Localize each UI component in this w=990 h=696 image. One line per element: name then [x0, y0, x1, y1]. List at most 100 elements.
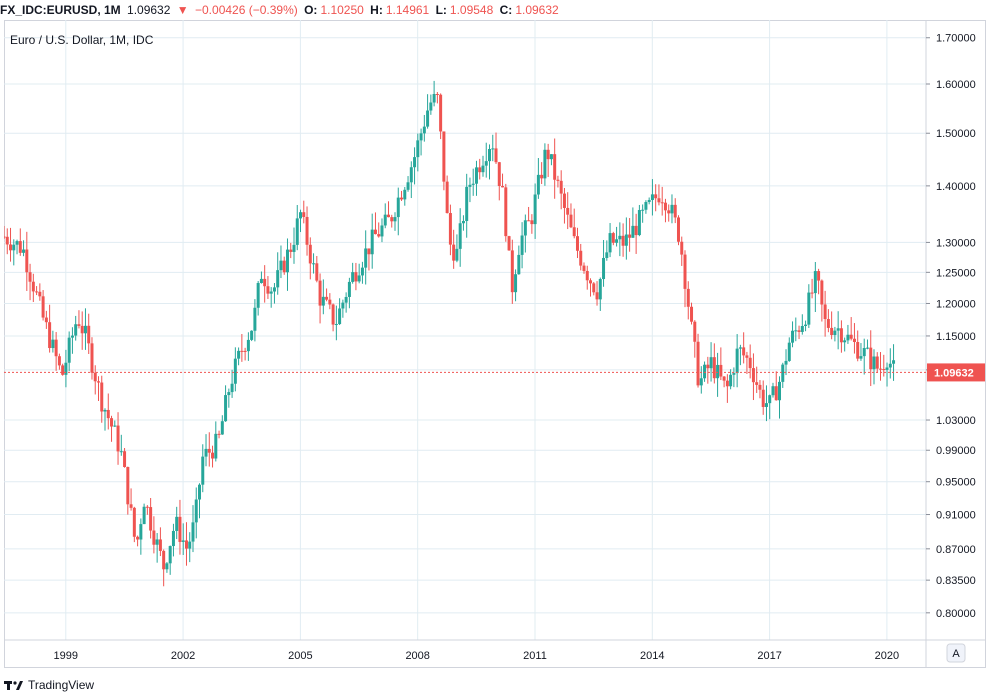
- candle-body: [624, 234, 628, 246]
- candle-body: [474, 167, 478, 184]
- candle-body: [699, 378, 703, 386]
- candle-body: [830, 327, 834, 336]
- candle-body: [813, 271, 817, 294]
- candle-body: [31, 281, 35, 292]
- time-tick-label: 2017: [757, 650, 781, 662]
- candle-body: [74, 324, 78, 336]
- candle-body: [305, 216, 309, 245]
- candle-body: [220, 421, 224, 435]
- candle-body: [781, 364, 785, 382]
- time-tick-label: 2002: [171, 650, 195, 662]
- candles-group: [2, 80, 896, 587]
- candle-body: [562, 193, 566, 208]
- candle-body: [214, 433, 218, 459]
- candle-body: [331, 304, 335, 325]
- candle-body: [253, 307, 257, 331]
- candle-body: [807, 292, 811, 325]
- candle-body: [875, 356, 879, 369]
- candle-body: [181, 540, 185, 542]
- candle-body: [413, 157, 417, 168]
- candle-body: [869, 347, 873, 370]
- chart-border: [4, 20, 986, 668]
- candle-body: [302, 212, 306, 217]
- candle-body: [416, 140, 420, 158]
- price-tick-label: 0.87000: [936, 544, 976, 556]
- candle-body: [823, 304, 827, 320]
- candle-body: [191, 522, 195, 542]
- candle-body: [132, 507, 136, 537]
- candle-body: [204, 448, 208, 457]
- candle-body: [491, 148, 495, 150]
- candle-body: [370, 229, 374, 255]
- candle-body: [126, 466, 130, 505]
- candle-body: [504, 187, 508, 237]
- candle-body: [198, 484, 202, 500]
- candle-body: [233, 358, 237, 384]
- candle-body: [41, 296, 45, 318]
- candle-body: [585, 270, 589, 281]
- candle-body: [862, 348, 866, 357]
- symbol-label[interactable]: FX_IDC:EURUSD, 1M: [0, 3, 121, 17]
- candle-body: [93, 372, 97, 382]
- candle-body: [530, 220, 534, 225]
- candle-body: [566, 207, 570, 215]
- auto-scale-label: A: [952, 648, 960, 660]
- candle-body: [468, 184, 472, 187]
- candle-body: [706, 364, 710, 369]
- candle-body: [481, 165, 485, 173]
- candle-body: [116, 425, 120, 452]
- brand-name[interactable]: TradingView: [28, 678, 95, 692]
- candle-body: [67, 337, 71, 363]
- candle-body: [527, 220, 531, 222]
- candle-body: [488, 149, 492, 162]
- candle-body: [849, 334, 853, 339]
- candle-body: [654, 194, 658, 199]
- candle-body: [800, 325, 804, 332]
- candle-body: [344, 296, 348, 303]
- candle-body: [810, 292, 814, 294]
- last-price-label: 1.09632: [927, 363, 985, 382]
- tradingview-logo-icon: [4, 681, 23, 690]
- candle-body: [429, 102, 433, 111]
- candle-body: [725, 380, 729, 387]
- time-tick-label: 2005: [288, 650, 312, 662]
- candle-body: [54, 339, 58, 357]
- candle-body: [28, 272, 32, 282]
- candle-body: [507, 236, 511, 251]
- candle-body: [113, 425, 117, 427]
- candle-body: [611, 233, 615, 243]
- candle-body: [732, 373, 736, 375]
- candle-body: [360, 267, 364, 276]
- chart-title: Euro / U.S. Dollar, 1M, IDC: [10, 33, 154, 47]
- candle-body: [439, 94, 443, 132]
- candle-body: [602, 257, 606, 280]
- candle-body: [2, 236, 6, 238]
- candle-body: [856, 342, 860, 359]
- time-axis[interactable]: 1999 2002 2005 2008 2011 2014 2017 2020: [54, 650, 900, 662]
- candle-body: [367, 248, 371, 255]
- candlestick-chart[interactable]: 1.70000 1.60000 1.50000 1.40000 1.30000 1.250…: [2, 20, 986, 668]
- high-value: 1.14961: [385, 3, 430, 17]
- price-axis[interactable]: 1.70000 1.60000 1.50000 1.40000 1.30000 1.250…: [926, 33, 976, 620]
- candle-body: [237, 350, 241, 359]
- auto-scale-button[interactable]: A: [946, 643, 966, 663]
- candle-body: [44, 317, 48, 323]
- candle-body: [660, 202, 664, 204]
- candle-body: [373, 229, 377, 235]
- candle-body: [536, 174, 540, 195]
- price-tick-label: 0.83500: [936, 575, 976, 587]
- price-change: −0.00426 (−0.39%): [195, 3, 298, 17]
- candle-body: [742, 347, 746, 356]
- candle-body: [865, 347, 869, 349]
- candle-body: [259, 278, 263, 284]
- candle-body: [162, 550, 166, 570]
- candle-body: [22, 249, 26, 253]
- candle-body: [501, 185, 505, 188]
- candle-body: [634, 225, 638, 236]
- candle-body: [546, 149, 550, 160]
- candle-body: [136, 536, 140, 540]
- candle-body: [559, 180, 563, 194]
- candle-body: [279, 260, 283, 271]
- candle-body: [445, 181, 449, 214]
- chart-frame[interactable]: 1.70000 1.60000 1.50000 1.40000 1.30000 1.250…: [2, 20, 986, 668]
